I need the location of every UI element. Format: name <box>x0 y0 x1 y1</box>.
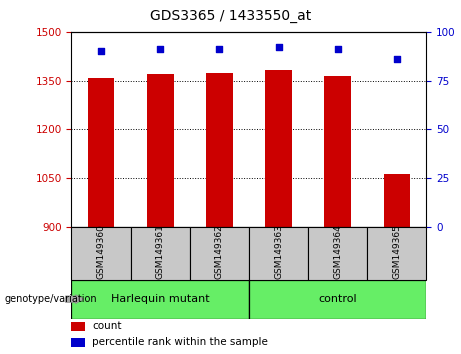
Bar <box>265 70 292 227</box>
Bar <box>71 280 249 319</box>
Text: count: count <box>92 321 122 331</box>
Text: GSM149363: GSM149363 <box>274 224 283 280</box>
Bar <box>384 174 410 227</box>
Point <box>216 46 223 52</box>
Text: genotype/variation: genotype/variation <box>5 294 97 304</box>
Text: GSM149365: GSM149365 <box>392 224 402 280</box>
Point <box>156 46 164 52</box>
Bar <box>367 227 426 280</box>
Point <box>97 48 105 54</box>
Bar <box>130 227 190 280</box>
Bar <box>88 78 114 227</box>
Bar <box>325 76 351 227</box>
Bar <box>249 280 426 319</box>
Text: control: control <box>319 294 357 304</box>
Text: Harlequin mutant: Harlequin mutant <box>111 294 209 304</box>
Bar <box>147 74 173 227</box>
Bar <box>190 227 249 280</box>
Text: GSM149360: GSM149360 <box>96 224 106 280</box>
Bar <box>206 73 233 227</box>
Bar <box>71 227 130 280</box>
Bar <box>71 322 85 331</box>
Point <box>334 46 341 52</box>
Text: GSM149362: GSM149362 <box>215 225 224 279</box>
Bar <box>71 338 85 347</box>
Bar <box>249 227 308 280</box>
Text: GSM149364: GSM149364 <box>333 225 342 279</box>
Point <box>275 45 282 50</box>
Point <box>393 56 401 62</box>
Bar <box>308 227 367 280</box>
Text: percentile rank within the sample: percentile rank within the sample <box>92 337 268 347</box>
Text: GDS3365 / 1433550_at: GDS3365 / 1433550_at <box>150 9 311 23</box>
Text: GSM149361: GSM149361 <box>156 224 165 280</box>
